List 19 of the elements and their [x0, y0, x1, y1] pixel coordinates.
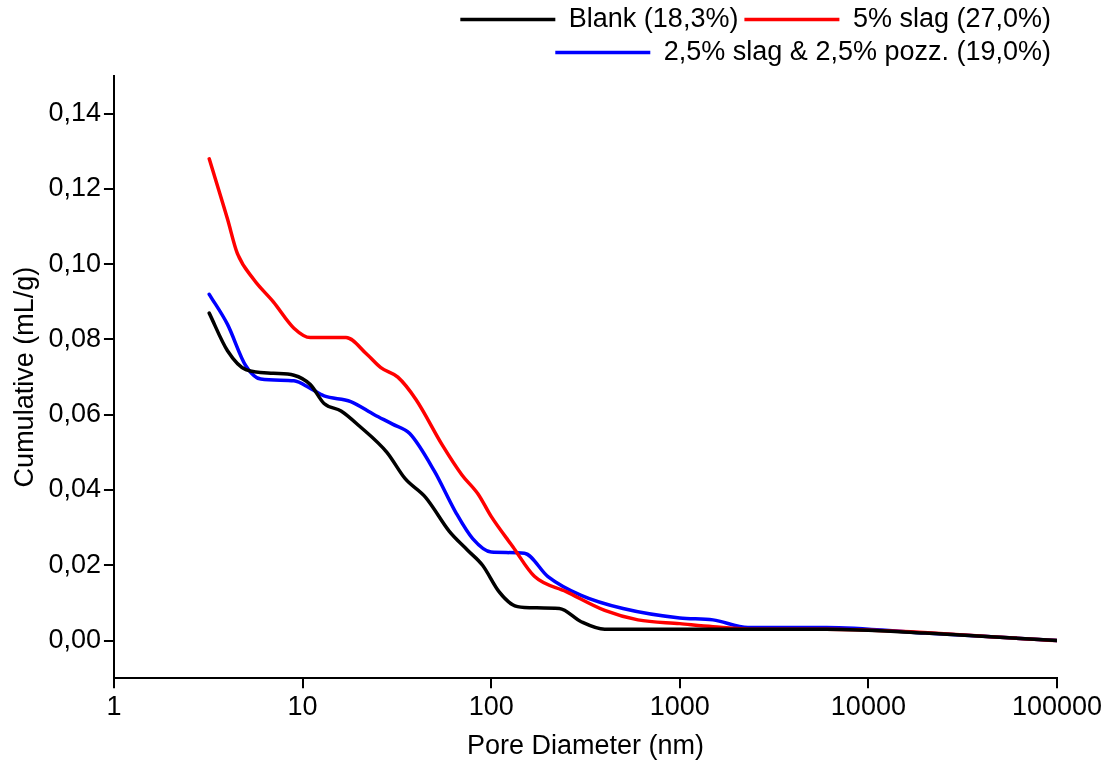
x-tick-label: 10	[287, 690, 318, 721]
x-tick-label: 10000	[830, 690, 906, 721]
y-axis-title: Cumulative (mL/g)	[8, 266, 39, 488]
y-tick-label: 0,08	[48, 322, 101, 353]
legend-label: 5% slag (27,0%)	[852, 2, 1052, 33]
y-tick-label: 0,04	[48, 473, 101, 504]
x-tick-label: 100000	[1011, 690, 1103, 721]
y-tick-label: 0,10	[48, 247, 101, 278]
y-tick-label: 0,14	[48, 97, 101, 128]
legend-label: 2,5% slag & 2,5% pozz. (19,0%)	[663, 35, 1051, 66]
x-tick-label: 100	[468, 690, 514, 721]
x-tick-label: 1000	[649, 690, 710, 721]
x-tick-label: 1	[106, 690, 122, 721]
y-tick-label: 0,12	[48, 172, 101, 203]
legend-label: Blank (18,3%)	[568, 2, 739, 33]
y-tick-label: 0,00	[48, 624, 101, 655]
y-tick-label: 0,02	[48, 548, 101, 579]
x-axis-title: Pore Diameter (nm)	[466, 730, 705, 761]
y-tick-label: 0,06	[48, 398, 101, 429]
